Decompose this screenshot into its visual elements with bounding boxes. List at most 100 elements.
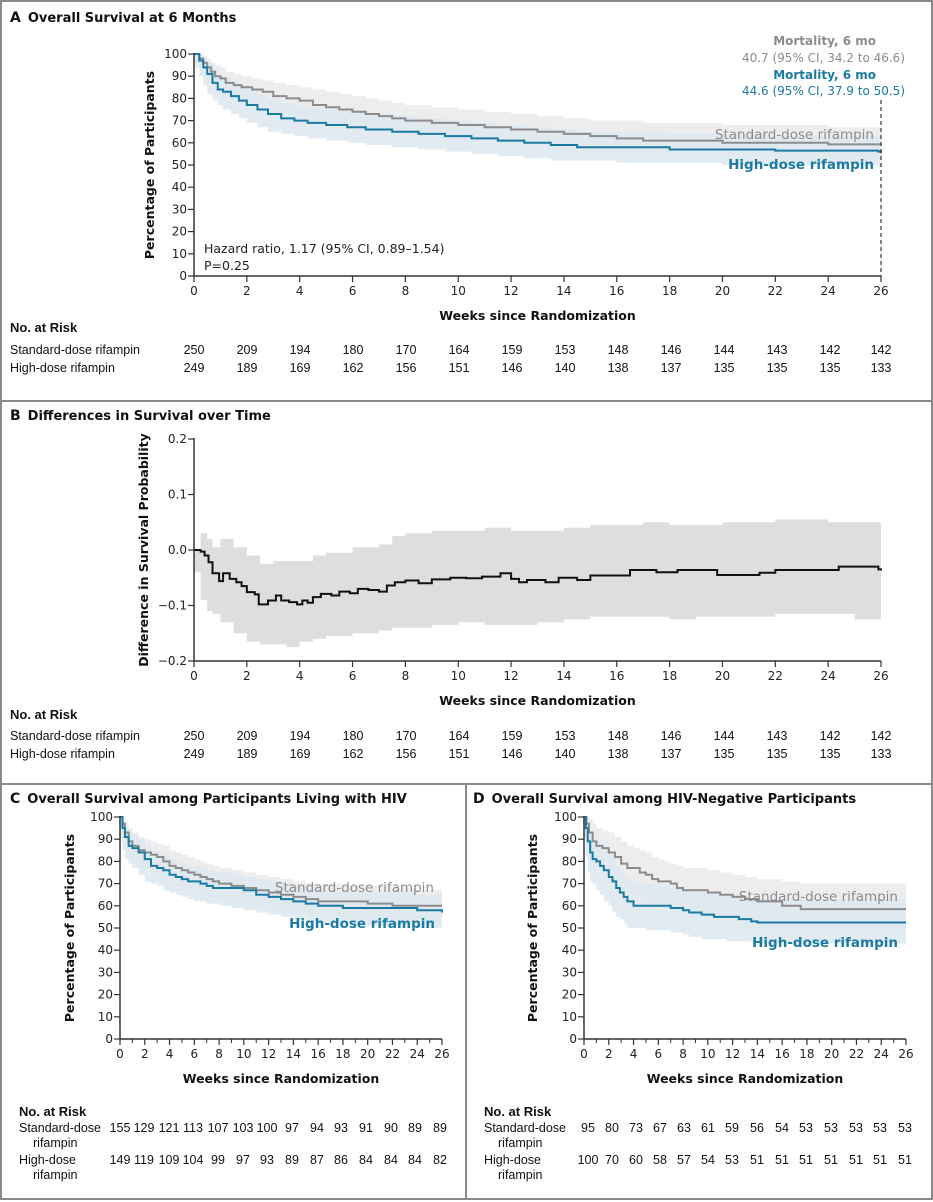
at-risk-row-label-line2: rifampin bbox=[498, 1168, 543, 1182]
y-tick-label: 70 bbox=[562, 877, 577, 891]
at-risk-value: 153 bbox=[554, 343, 576, 357]
at-risk-value: 142 bbox=[819, 729, 841, 743]
at-risk-header: No. at Risk bbox=[10, 320, 78, 335]
at-risk-value: 153 bbox=[554, 729, 576, 743]
panel-a: A Overall Survival at 6 Months 0 2 4 6 8 10 12 1… bbox=[0, 0, 933, 400]
x-tick-label: 12 bbox=[503, 669, 518, 683]
at-risk-value: 51 bbox=[824, 1153, 838, 1167]
at-risk-row-label: High-dose rifampin bbox=[10, 747, 115, 761]
panel-letter: D bbox=[473, 791, 485, 807]
at-risk-value: 100 bbox=[577, 1153, 599, 1167]
at-risk-value: 70 bbox=[605, 1153, 619, 1167]
at-risk-row-label-line1: Standard-dose bbox=[19, 1121, 102, 1135]
panel-d: D Overall Survival among HIV-Negative Par… bbox=[465, 783, 933, 1200]
at-risk-value: 159 bbox=[501, 729, 523, 743]
x-tick-label: 6 bbox=[190, 1047, 198, 1061]
y-tick-label: 100 bbox=[90, 810, 113, 824]
standard-mortality-value: 40.7 (95% CI, 34.2 to 46.6) bbox=[742, 51, 905, 65]
y-tick-label: 50 bbox=[172, 158, 187, 172]
chart-d: 0 2 4 6 8 10 12 14 16 18 20 22 24 2601020304050607080… bbox=[525, 810, 914, 1086]
at-risk-value: 137 bbox=[660, 747, 682, 761]
x-tick-label: 8 bbox=[402, 669, 410, 683]
at-risk-value: 119 bbox=[134, 1153, 154, 1167]
at-risk-value: 53 bbox=[873, 1121, 887, 1135]
at-risk-value: 137 bbox=[660, 361, 682, 375]
y-tick-label: 30 bbox=[562, 965, 577, 979]
at-risk-value: 250 bbox=[183, 343, 205, 357]
x-tick-label: 0 bbox=[190, 284, 198, 298]
y-tick-label: 50 bbox=[98, 921, 113, 935]
x-tick-label: 22 bbox=[768, 284, 783, 298]
x-tick-label: 26 bbox=[434, 1047, 449, 1061]
x-tick-label: 24 bbox=[410, 1047, 425, 1061]
at-risk-value: 250 bbox=[183, 729, 205, 743]
y-tick-label: 50 bbox=[562, 921, 577, 935]
at-risk-value: 82 bbox=[433, 1153, 447, 1167]
at-risk-value: 146 bbox=[501, 747, 523, 761]
at-risk-value: 121 bbox=[158, 1121, 180, 1135]
x-tick-label: 8 bbox=[215, 1047, 223, 1061]
at-risk-value: 162 bbox=[342, 361, 364, 375]
x-tick-label: 16 bbox=[311, 1047, 326, 1061]
at-risk-value: 56 bbox=[750, 1121, 764, 1135]
at-risk-value: 138 bbox=[607, 747, 629, 761]
at-risk-value: 164 bbox=[448, 729, 470, 743]
at-risk-value: 104 bbox=[182, 1153, 204, 1167]
x-tick-label: 8 bbox=[402, 284, 410, 298]
series-line-high-dose bbox=[194, 53, 882, 154]
high-mortality-value: 44.6 (95% CI, 37.9 to 50.5) bbox=[742, 84, 905, 98]
at-risk-value: 97 bbox=[285, 1121, 299, 1135]
at-risk-value: 94 bbox=[310, 1121, 324, 1135]
at-risk-value: 146 bbox=[660, 343, 682, 357]
at-risk-value: 99 bbox=[211, 1153, 225, 1167]
y-axis-label: Percentage of Participants bbox=[142, 71, 157, 259]
at-risk-value: 148 bbox=[607, 729, 629, 743]
x-tick-label: 26 bbox=[898, 1047, 913, 1061]
at-risk-value: 140 bbox=[554, 747, 576, 761]
at-risk-value: 151 bbox=[448, 747, 470, 761]
y-tick-label: 40 bbox=[98, 943, 113, 957]
at-risk-value: 138 bbox=[607, 361, 629, 375]
x-tick-label: 10 bbox=[451, 669, 466, 683]
panel-letter: B bbox=[10, 408, 21, 424]
at-risk-value: 135 bbox=[766, 361, 788, 375]
x-tick-label: 4 bbox=[166, 1047, 174, 1061]
x-axis-label: Weeks since Randomization bbox=[647, 1071, 844, 1086]
at-risk-value: 142 bbox=[819, 343, 841, 357]
at-risk-value: 209 bbox=[236, 343, 258, 357]
x-tick-label: 8 bbox=[679, 1047, 687, 1061]
legend-label-standard-dose: Standard-dose rifampin bbox=[275, 880, 434, 896]
x-tick-label: 4 bbox=[296, 669, 304, 683]
x-tick-label: 6 bbox=[654, 1047, 662, 1061]
legend-label-high-dose: High-dose rifampin bbox=[289, 916, 435, 932]
at-risk-header: No. at Risk bbox=[484, 1104, 552, 1119]
x-tick-label: 0 bbox=[190, 669, 198, 683]
series-line-standard-dose bbox=[194, 53, 881, 146]
at-risk-value: 91 bbox=[359, 1121, 373, 1135]
x-tick-label: 24 bbox=[821, 284, 836, 298]
y-tick-label: 20 bbox=[562, 988, 577, 1002]
at-risk-value: 162 bbox=[342, 747, 364, 761]
y-tick-label: 90 bbox=[172, 69, 187, 83]
at-risk-value: 135 bbox=[819, 747, 841, 761]
p-value-annotation: P=0.25 bbox=[204, 258, 250, 273]
at-risk-row-label-line2: rifampin bbox=[498, 1136, 543, 1150]
panel-b-title: B Differences in Survival over Time bbox=[10, 408, 271, 424]
legend-label-high-dose: High-dose rifampin bbox=[728, 157, 874, 173]
series-line-standard-dose bbox=[584, 816, 906, 911]
chart-a: 0 2 4 6 8 10 12 14 16 18 20 22 24 2601020304050607080… bbox=[142, 34, 905, 323]
at-risk-value: 87 bbox=[310, 1153, 324, 1167]
x-tick-label: 18 bbox=[799, 1047, 814, 1061]
x-tick-label: 10 bbox=[451, 284, 466, 298]
at-risk-value: 146 bbox=[501, 361, 523, 375]
ci-band-high-dose bbox=[120, 817, 442, 928]
at-risk-row-label-line2: rifampin bbox=[33, 1136, 78, 1150]
x-tick-label: 0 bbox=[116, 1047, 124, 1061]
ci-band-difference bbox=[194, 519, 881, 648]
legend-label-high-dose: High-dose rifampin bbox=[752, 935, 898, 951]
y-tick-label: 30 bbox=[98, 965, 113, 979]
at-risk-value: 109 bbox=[158, 1153, 180, 1167]
y-tick-label: 60 bbox=[562, 899, 577, 913]
at-risk-value: 146 bbox=[660, 729, 682, 743]
